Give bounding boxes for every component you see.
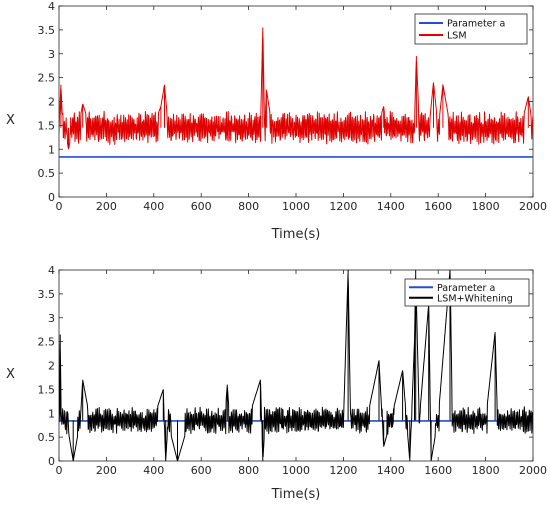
series-line-lsm (59, 27, 533, 150)
y-tick-label: 2.5 (38, 336, 56, 349)
bottom-chart-y-ticks: 0 0.5 1 1.5 2 2.5 3 3.5 4 (38, 264, 533, 468)
x-tick-label: 1000 (282, 200, 310, 213)
top-chart-x-ticks: 0 200 400 600 800 1000 1200 1400 1600 1800 2000 (56, 6, 547, 213)
x-tick-label: 1800 (472, 464, 500, 477)
top-chart-y-ticks: 0 0.5 1 1.5 2 2.5 3 3.5 4 (38, 0, 533, 204)
legend-label: Parameter a (447, 19, 505, 30)
top-chart: 0 0.5 1 1.5 2 2.5 3 3.5 4 0 200 400 600 800 1000 1200 1… (6, 0, 547, 242)
legend-label: LSM+Whitening (437, 293, 513, 304)
x-tick-label: 0 (56, 464, 63, 477)
x-tick-label: 1000 (282, 464, 310, 477)
x-tick-label: 1400 (377, 200, 405, 213)
y-tick-label: 1.5 (38, 383, 56, 396)
y-tick-label: 1 (48, 407, 55, 420)
y-tick-label: 3.5 (38, 288, 56, 301)
x-tick-label: 1400 (377, 464, 405, 477)
x-tick-label: 400 (143, 464, 164, 477)
bottom-chart-x-label: Time(s) (271, 487, 321, 502)
top-chart-series (59, 27, 533, 158)
y-tick-label: 1.5 (38, 119, 56, 132)
x-tick-label: 1200 (329, 464, 357, 477)
y-tick-label: 4 (48, 0, 55, 13)
x-tick-label: 800 (238, 200, 259, 213)
bottom-chart: 0 0.5 1 1.5 2 2.5 3 3.5 4 0 200 400 600 800 1000 1200 1… (6, 264, 547, 502)
bottom-chart-series (59, 270, 533, 461)
y-tick-label: 2.5 (38, 72, 56, 85)
x-tick-label: 0 (56, 200, 63, 213)
top-chart-y-label: X (6, 113, 15, 128)
legend-label: LSM (447, 31, 467, 42)
x-tick-label: 1600 (424, 464, 452, 477)
y-tick-label: 3.5 (38, 24, 56, 37)
x-tick-label: 600 (191, 464, 212, 477)
x-tick-label: 200 (96, 464, 117, 477)
y-tick-label: 0.5 (38, 167, 56, 180)
x-tick-label: 600 (191, 200, 212, 213)
y-tick-label: 2 (48, 96, 55, 109)
bottom-chart-x-ticks: 0 200 400 600 800 1000 1200 1400 1600 1800 2000 (56, 270, 547, 477)
bottom-chart-y-label: X (6, 367, 15, 382)
x-tick-label: 1600 (424, 200, 452, 213)
legend-label: Parameter a (437, 283, 495, 294)
y-tick-label: 1 (48, 143, 55, 156)
y-tick-label: 0 (48, 191, 55, 204)
y-tick-label: 3 (48, 48, 55, 61)
x-tick-label: 2000 (519, 464, 547, 477)
x-tick-label: 800 (238, 464, 259, 477)
series-line-lsm-whitening (59, 270, 533, 461)
x-tick-label: 400 (143, 200, 164, 213)
y-tick-label: 0 (48, 455, 55, 468)
y-tick-label: 0.5 (38, 431, 56, 444)
x-tick-label: 2000 (519, 200, 547, 213)
y-tick-label: 3 (48, 312, 55, 325)
x-tick-label: 200 (96, 200, 117, 213)
y-tick-label: 4 (48, 264, 55, 277)
x-tick-label: 1200 (329, 200, 357, 213)
legend-box (414, 13, 528, 45)
legend-box (404, 278, 530, 307)
top-chart-x-label: Time(s) (271, 227, 321, 242)
x-tick-label: 1800 (472, 200, 500, 213)
y-tick-label: 2 (48, 360, 55, 373)
